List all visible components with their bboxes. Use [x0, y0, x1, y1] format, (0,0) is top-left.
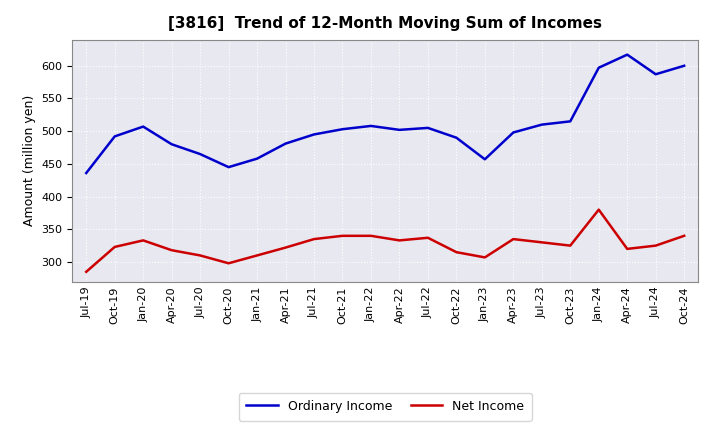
- Legend: Ordinary Income, Net Income: Ordinary Income, Net Income: [239, 392, 531, 421]
- Net Income: [652, 243, 660, 248]
- Net Income: [82, 269, 91, 275]
- Line: Net Income: Net Income: [86, 209, 684, 272]
- Ordinary Income: [423, 125, 432, 131]
- Ordinary Income: [282, 141, 290, 146]
- Net Income: [110, 244, 119, 249]
- Net Income: [595, 207, 603, 212]
- Ordinary Income: [537, 122, 546, 127]
- Net Income: [480, 255, 489, 260]
- Ordinary Income: [566, 119, 575, 124]
- Ordinary Income: [452, 135, 461, 140]
- Ordinary Income: [139, 124, 148, 129]
- Net Income: [338, 233, 347, 238]
- Ordinary Income: [623, 52, 631, 57]
- Net Income: [196, 253, 204, 258]
- Net Income: [537, 240, 546, 245]
- Ordinary Income: [395, 127, 404, 132]
- Net Income: [310, 236, 318, 242]
- Net Income: [225, 260, 233, 266]
- Net Income: [366, 233, 375, 238]
- Net Income: [395, 238, 404, 243]
- Net Income: [566, 243, 575, 248]
- Y-axis label: Amount (million yen): Amount (million yen): [22, 95, 35, 226]
- Ordinary Income: [480, 157, 489, 162]
- Ordinary Income: [310, 132, 318, 137]
- Ordinary Income: [225, 165, 233, 170]
- Ordinary Income: [509, 130, 518, 135]
- Net Income: [623, 246, 631, 252]
- Ordinary Income: [595, 65, 603, 70]
- Net Income: [509, 236, 518, 242]
- Net Income: [452, 249, 461, 255]
- Ordinary Income: [680, 63, 688, 68]
- Net Income: [253, 253, 261, 258]
- Net Income: [680, 233, 688, 238]
- Ordinary Income: [652, 72, 660, 77]
- Ordinary Income: [366, 123, 375, 128]
- Net Income: [282, 245, 290, 250]
- Title: [3816]  Trend of 12-Month Moving Sum of Incomes: [3816] Trend of 12-Month Moving Sum of I…: [168, 16, 602, 32]
- Net Income: [167, 248, 176, 253]
- Ordinary Income: [253, 156, 261, 161]
- Line: Ordinary Income: Ordinary Income: [86, 55, 684, 173]
- Net Income: [423, 235, 432, 240]
- Ordinary Income: [110, 134, 119, 139]
- Ordinary Income: [196, 151, 204, 157]
- Ordinary Income: [338, 127, 347, 132]
- Net Income: [139, 238, 148, 243]
- Ordinary Income: [82, 170, 91, 176]
- Ordinary Income: [167, 142, 176, 147]
